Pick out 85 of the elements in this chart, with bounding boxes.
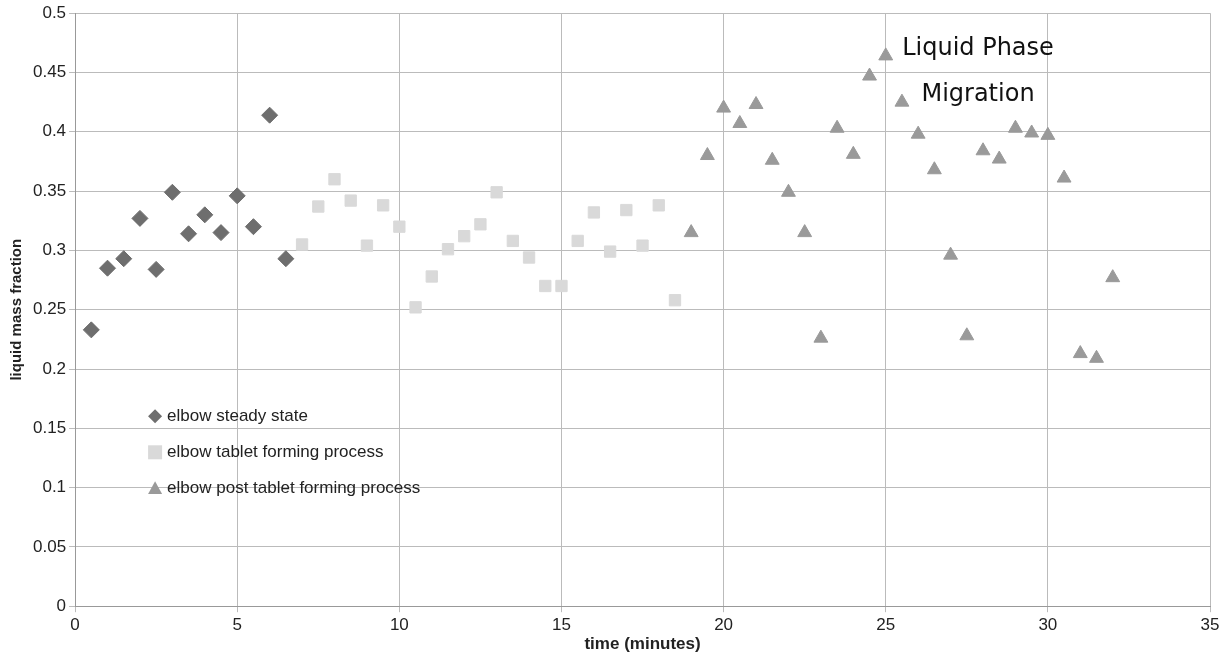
y-axis-title: liquid mass fraction — [7, 238, 25, 381]
point — [1056, 169, 1072, 183]
point — [99, 259, 117, 277]
point — [699, 147, 715, 161]
point — [376, 199, 390, 212]
point — [82, 321, 100, 339]
point — [261, 106, 279, 124]
point — [732, 115, 748, 128]
point — [295, 238, 309, 251]
point — [894, 93, 910, 107]
point — [1024, 124, 1040, 138]
point — [975, 142, 991, 156]
point — [506, 234, 519, 248]
x-tick-label: 15 — [552, 615, 571, 635]
point — [163, 183, 181, 201]
y-tick-label: 0.35 — [32, 180, 67, 200]
y-tick-label: 0.1 — [42, 477, 67, 497]
point — [490, 186, 503, 199]
x-tick-label: 20 — [714, 615, 734, 635]
point — [474, 218, 487, 231]
legend-label: elbow post tablet forming process — [167, 477, 421, 497]
point — [862, 67, 877, 81]
point — [797, 224, 813, 238]
point — [212, 224, 230, 242]
y-tick-label: 0.5 — [42, 2, 67, 22]
point — [277, 250, 295, 268]
point — [781, 183, 796, 197]
point — [393, 220, 406, 233]
point — [312, 200, 325, 213]
point — [244, 218, 262, 236]
point — [555, 279, 568, 293]
y-tick-label: 0 — [56, 595, 67, 615]
point — [748, 96, 764, 110]
point — [539, 279, 552, 293]
x-tick-label: 25 — [876, 615, 896, 635]
legend-label: elbow tablet forming process — [167, 441, 384, 461]
x-tick-label: 5 — [232, 615, 242, 635]
point — [668, 294, 682, 307]
point — [652, 199, 665, 212]
point — [845, 145, 861, 159]
point — [360, 239, 374, 252]
y-tick-label: 0.4 — [42, 121, 67, 141]
y-tick-label: 0.45 — [32, 62, 67, 82]
x-tick-label: 10 — [389, 615, 409, 635]
point — [344, 194, 357, 207]
point — [115, 250, 133, 268]
point — [441, 243, 455, 256]
point — [716, 99, 732, 113]
point — [603, 245, 617, 258]
point — [458, 230, 471, 243]
point — [764, 151, 780, 165]
point — [926, 161, 942, 175]
point — [1040, 126, 1056, 140]
point — [878, 47, 894, 61]
x-tick-label: 0 — [70, 615, 80, 635]
point — [1008, 119, 1023, 133]
point — [328, 173, 341, 186]
y-tick-label: 0.15 — [32, 417, 67, 437]
point — [131, 209, 149, 227]
y-tick-label: 0.05 — [32, 536, 67, 556]
y-tick-label: 0.3 — [42, 240, 67, 260]
point — [991, 150, 1007, 164]
point — [409, 301, 422, 314]
point — [196, 206, 214, 224]
point — [180, 225, 198, 243]
point — [683, 224, 699, 238]
point — [620, 203, 633, 217]
point — [910, 125, 926, 139]
point — [587, 206, 601, 219]
x-tick-label: 35 — [1200, 615, 1220, 635]
point — [522, 251, 536, 264]
point — [228, 187, 246, 205]
point — [1105, 269, 1121, 283]
annotation: Liquid Phase Migration — [902, 33, 1054, 108]
legend-label: elbow steady state — [167, 405, 308, 425]
point — [425, 270, 438, 283]
point — [829, 119, 845, 133]
point — [571, 234, 584, 248]
y-tick-label: 0.2 — [42, 358, 67, 378]
point — [147, 260, 165, 278]
x-tick-label: 30 — [1038, 615, 1058, 635]
y-tick-label: 0.25 — [32, 299, 67, 319]
point — [943, 246, 959, 260]
x-axis-title: time (minutes) — [584, 634, 701, 654]
point — [636, 239, 649, 252]
